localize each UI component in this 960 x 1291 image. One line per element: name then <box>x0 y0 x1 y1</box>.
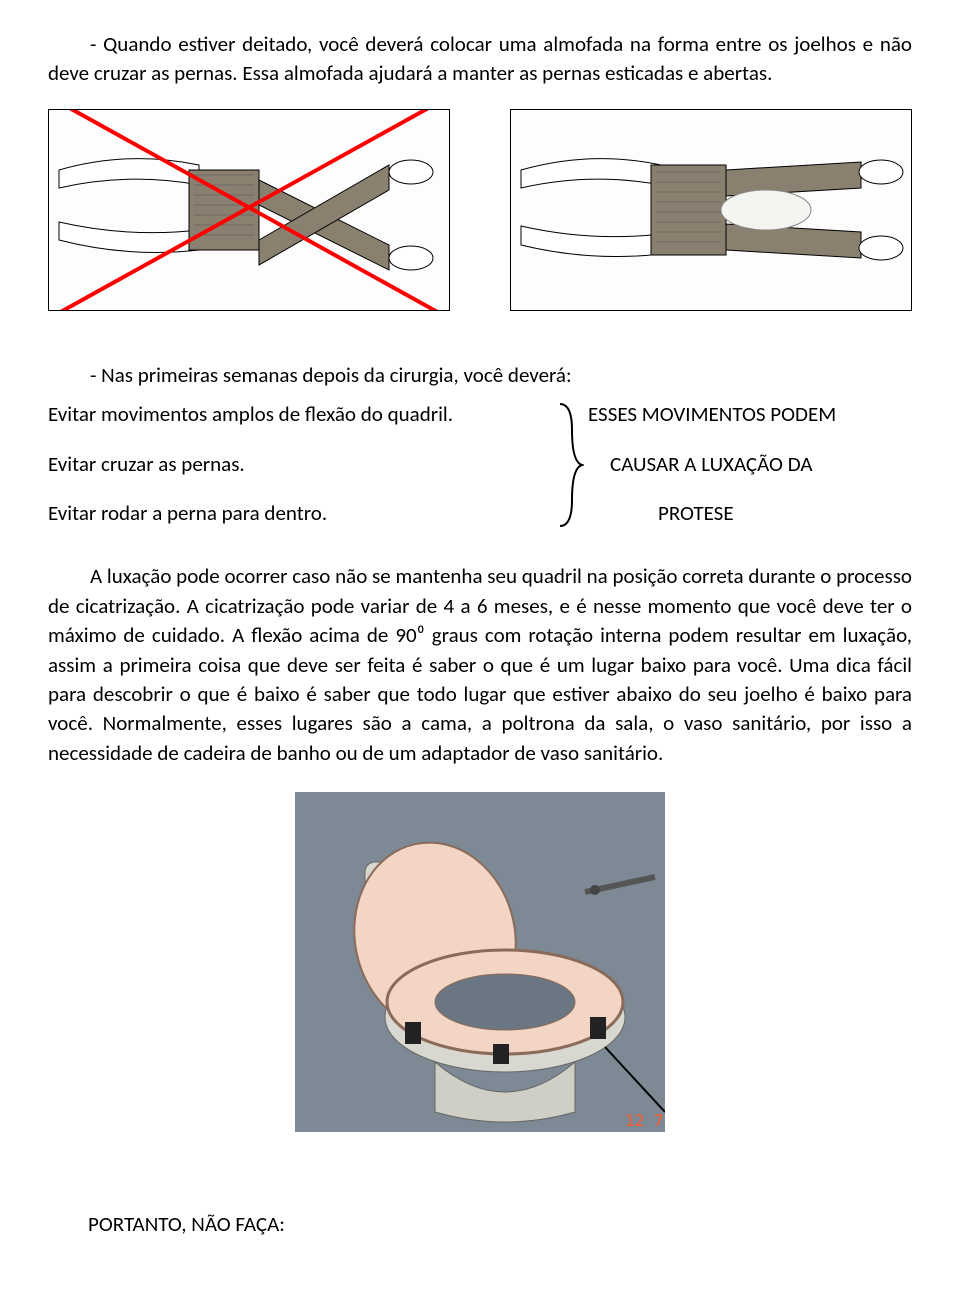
brace-icon <box>554 400 584 538</box>
paragraph-2: A luxação pode ocorrer caso não se mante… <box>48 562 912 768</box>
toilet-date-text: 12 7 <box>625 1111 664 1130</box>
warning-right: ESSES MOVIMENTOS PODEM CAUSAR A LUXAÇÃO … <box>588 400 912 548</box>
figure-wrong <box>48 109 450 311</box>
avoid-item-3: Evitar rodar a perna para dentro. <box>48 499 528 528</box>
warning-line-2: CAUSAR A LUXAÇÃO DA <box>588 450 912 479</box>
paragraph-intro-list: - Nas primeiras semanas depois da cirurg… <box>48 361 912 390</box>
warning-line-3: PROTESE <box>588 499 912 528</box>
figure-row <box>48 109 912 311</box>
avoid-item-2: Evitar cruzar as pernas. <box>48 450 528 479</box>
figure-wrong-svg <box>49 110 449 310</box>
avoid-list-block: Evitar movimentos amplos de flexão do qu… <box>48 400 912 548</box>
toilet-figure: 12 7 <box>295 792 665 1132</box>
final-line: PORTANTO, NÃO FAÇA: <box>88 1210 912 1239</box>
toilet-figure-wrap: 12 7 <box>48 792 912 1140</box>
figure-correct <box>510 109 912 311</box>
paragraph-1: - Quando estiver deitado, você deverá co… <box>48 30 912 89</box>
figure-correct-svg <box>511 110 911 310</box>
document-page: - Quando estiver deitado, você deverá co… <box>0 0 960 1291</box>
avoid-list-left: Evitar movimentos amplos de flexão do qu… <box>48 400 558 548</box>
warning-line-1: ESSES MOVIMENTOS PODEM <box>588 400 912 429</box>
avoid-item-1: Evitar movimentos amplos de flexão do qu… <box>48 400 528 429</box>
